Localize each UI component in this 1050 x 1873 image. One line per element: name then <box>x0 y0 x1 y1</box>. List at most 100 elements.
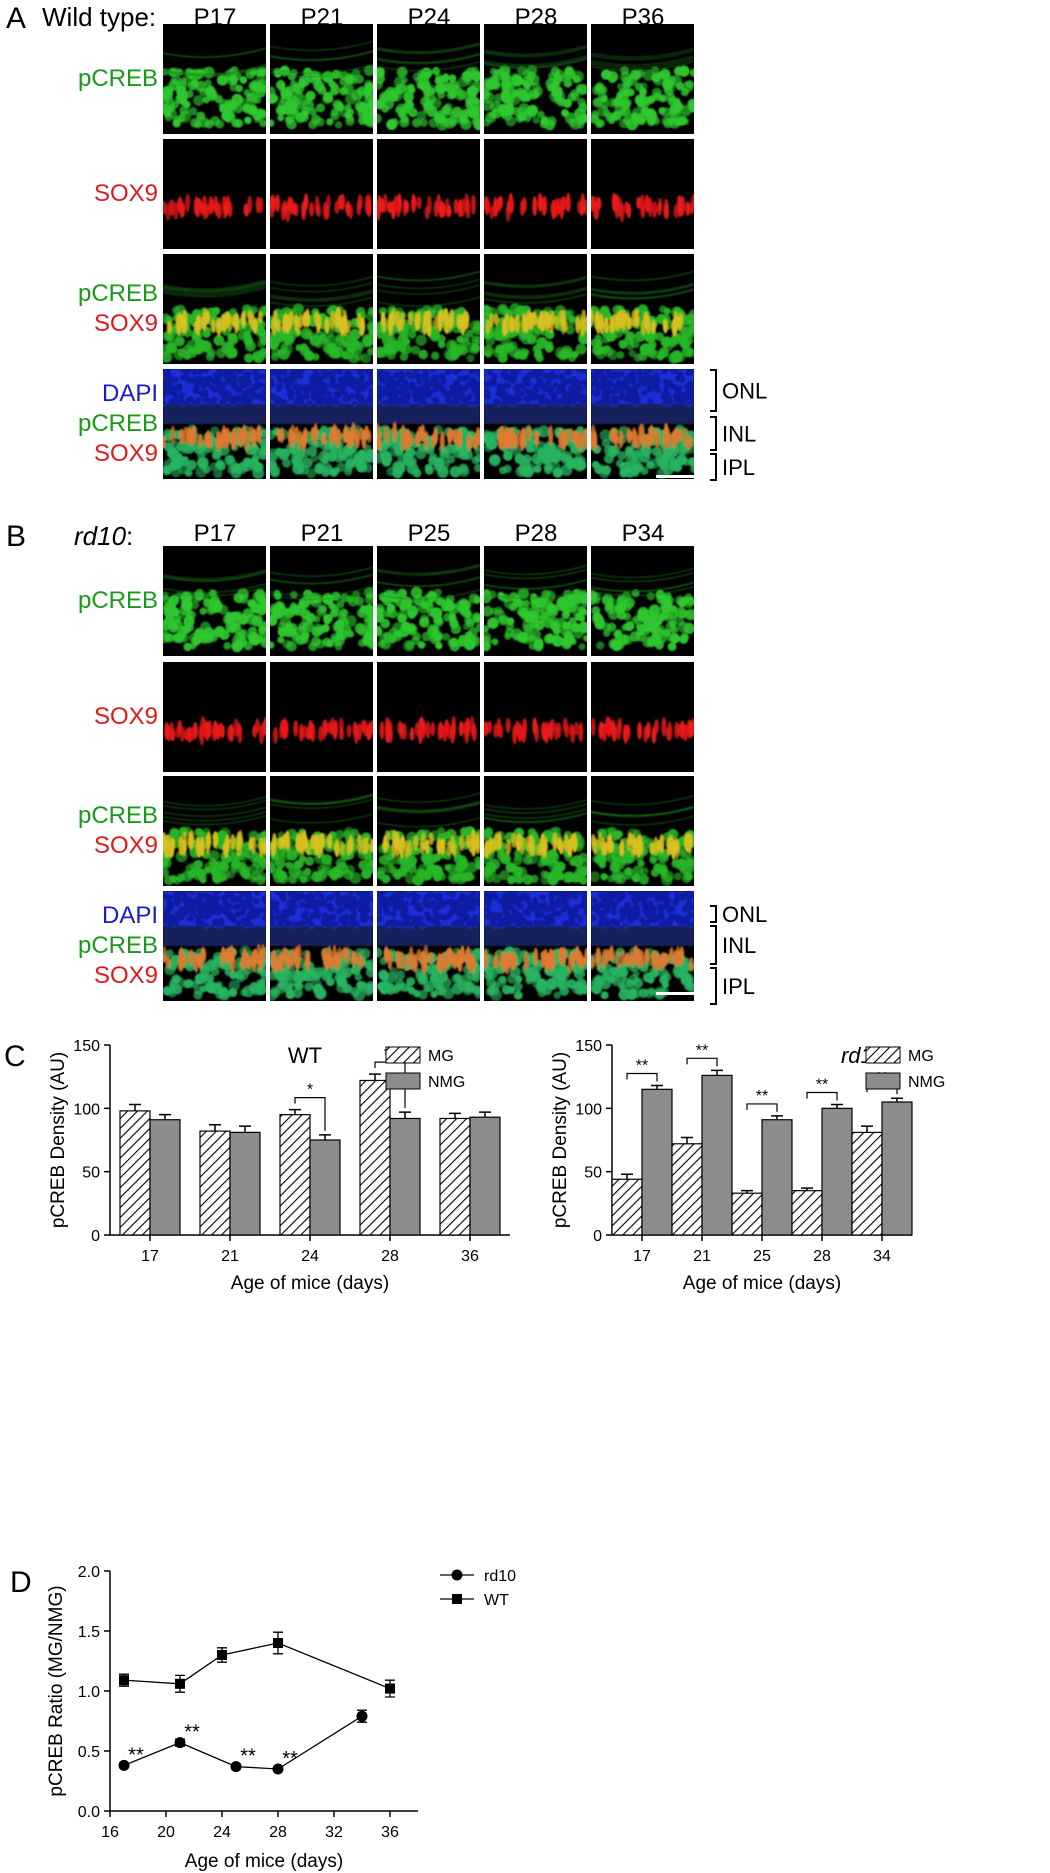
data-point-wt <box>273 1638 283 1648</box>
bar-mg <box>119 1110 151 1236</box>
data-point-rd10 <box>174 1737 186 1749</box>
error-bar <box>891 1097 903 1102</box>
bar-nmg <box>389 1117 421 1236</box>
bar-mg <box>851 1131 883 1236</box>
x-tick-label: 36 <box>461 1248 479 1265</box>
y-tick-label: 1.5 <box>78 1624 100 1641</box>
rd10-micrograph <box>591 546 694 656</box>
rd10-column-label: P34 <box>621 520 665 547</box>
data-point-rd10 <box>356 1710 368 1722</box>
stain-label-dapi: DAPI <box>101 380 158 407</box>
error-bar <box>239 1125 251 1133</box>
legend-label: NMG <box>908 1074 945 1091</box>
y-axis-label: pCREB Density (AU) <box>550 1052 571 1228</box>
wt-micrograph <box>484 254 587 364</box>
wt-layer-brackets: ONL INL IPL <box>710 369 767 481</box>
error-bar <box>711 1069 723 1076</box>
stain-label-sox9: SOX9 <box>93 310 158 337</box>
stain-label-pcreb: pCREB <box>77 587 158 614</box>
error-bar <box>399 1111 411 1119</box>
rd10-micrograph <box>377 776 480 886</box>
legend-label: NMG <box>428 1074 465 1091</box>
stain-label-pcreb: pCREB <box>77 65 158 92</box>
bar-mg <box>791 1190 823 1236</box>
rd10-row-label: pCREB <box>78 586 158 616</box>
significance-label: ** <box>696 1042 708 1059</box>
wt-row-label: pCREB <box>78 64 158 94</box>
rd10-micrograph <box>591 662 694 772</box>
rd10-micrograph <box>270 546 373 656</box>
x-tick-label: 21 <box>221 1248 239 1265</box>
wild-type-title: Wild type: <box>42 2 157 32</box>
bar-nmg <box>229 1131 261 1236</box>
wt-micrograph <box>484 139 587 249</box>
y-tick-label: 50 <box>584 1165 602 1182</box>
bar-mg <box>731 1192 763 1236</box>
stain-label-sox9: SOX9 <box>93 962 158 989</box>
rd10-micrograph <box>163 776 266 886</box>
significance-bracket <box>626 1072 658 1082</box>
error-bar <box>681 1136 693 1144</box>
wt-micrograph <box>270 254 373 364</box>
wt-row-label: pCREB SOX9 <box>78 279 158 339</box>
panel-letter-c: C <box>4 1040 26 1073</box>
bar-nmg <box>761 1119 793 1236</box>
wt-row-label: DAPI pCREB SOX9 <box>78 379 158 469</box>
rd10-title: rd10: <box>74 521 134 551</box>
significance-label: ** <box>282 1748 298 1770</box>
wt-micrograph <box>377 369 480 479</box>
layer-label-onl: ONL <box>722 902 767 927</box>
bar-mg <box>439 1117 471 1236</box>
legend-swatch-nmg <box>865 1072 901 1090</box>
legend-label: WT <box>484 1592 509 1609</box>
rd10-row-label: DAPI pCREB SOX9 <box>78 901 158 991</box>
bar-nmg <box>149 1119 181 1236</box>
bar-mg <box>611 1178 643 1236</box>
rd10-micrograph <box>377 891 480 1001</box>
rd10-row-label: SOX9 <box>94 702 158 732</box>
error-bar <box>621 1173 633 1180</box>
layer-label-inl: INL <box>722 933 756 958</box>
y-tick-label: 50 <box>82 1165 100 1182</box>
significance-label: ** <box>636 1058 648 1075</box>
stain-label-sox9: SOX9 <box>93 832 158 859</box>
x-tick-label: 16 <box>101 1824 119 1841</box>
legend-label: MG <box>908 1048 934 1065</box>
rd10-micrograph <box>270 662 373 772</box>
legend-swatch-nmg <box>385 1072 421 1090</box>
wt-micrograph <box>377 254 480 364</box>
error-bar <box>129 1103 141 1111</box>
x-tick-label: 17 <box>633 1248 651 1265</box>
y-tick-label: 0 <box>91 1228 100 1245</box>
stain-label-dapi: DAPI <box>101 902 158 929</box>
rd10-column-label: P21 <box>300 520 344 547</box>
rd10-micrograph <box>484 546 587 656</box>
chart-title: WT <box>288 1043 322 1068</box>
bar-nmg <box>881 1101 913 1236</box>
scale-bar <box>656 992 698 995</box>
data-point-rd10 <box>272 1763 284 1775</box>
rd10-micrograph <box>591 891 694 1001</box>
y-tick-label: 1.0 <box>78 1684 100 1701</box>
legend-label: rd10 <box>484 1568 516 1585</box>
error-bar <box>831 1103 843 1109</box>
wt-micrograph <box>377 24 480 134</box>
wt-micrograph <box>163 139 266 249</box>
stain-label-pcreb: pCREB <box>77 280 158 307</box>
error-bar <box>449 1112 461 1119</box>
scale-bar <box>656 475 698 478</box>
bar-mg <box>671 1143 703 1236</box>
x-tick-label: 24 <box>213 1824 231 1841</box>
wt-micrograph <box>484 24 587 134</box>
significance-bracket <box>294 1097 326 1131</box>
error-bar <box>319 1134 331 1140</box>
rd10-column-label: P17 <box>193 520 237 547</box>
bar-mg <box>199 1130 231 1236</box>
wt-micrograph <box>484 369 587 479</box>
error-bar <box>741 1189 753 1194</box>
significance-bracket <box>806 1091 838 1101</box>
rd10-layer-brackets: ONL INL IPL <box>710 902 767 1005</box>
x-tick-label: 32 <box>325 1824 343 1841</box>
data-point-wt <box>175 1678 185 1689</box>
